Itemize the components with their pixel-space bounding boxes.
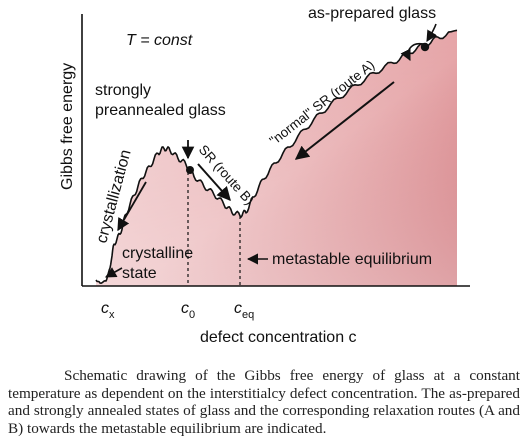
crystalline-state-arrow [105,267,123,278]
preannealed-state-dot [186,166,194,174]
preannealed-label-line2: preannealed glass [95,102,226,119]
y-axis-label: Gibbs free energy [59,63,76,190]
metastable-label: metastable equilibrium [272,251,432,268]
tick-label-cx: cx [101,300,115,321]
figure-caption: Schematic drawing of the Gibbs free ener… [8,367,520,437]
x-axis-label: defect concentration c [200,329,357,346]
preannealed-label-line1: strongly [95,82,151,99]
as-prepared-pointer-arrow [426,23,437,42]
temperature-note: T = const [126,32,193,49]
crystalline-label-line2: state [122,265,157,282]
energy-area-fade [96,30,457,286]
crystalline-label-line1: crystalline [122,245,193,262]
as-prepared-state-dot [420,42,430,52]
tick-label-ceq: ceq [234,300,254,321]
crystallization-arrow [117,181,147,232]
tick-label-c0: c0 [181,300,195,321]
as-prepared-label: as-prepared glass [308,5,436,22]
gibbs-energy-diagram: T = const Gibbs free energy defect conce… [59,5,470,346]
route-a-arrow [294,81,395,160]
route-b-arrow [197,163,231,202]
route-a-curved-arrow [400,42,424,62]
